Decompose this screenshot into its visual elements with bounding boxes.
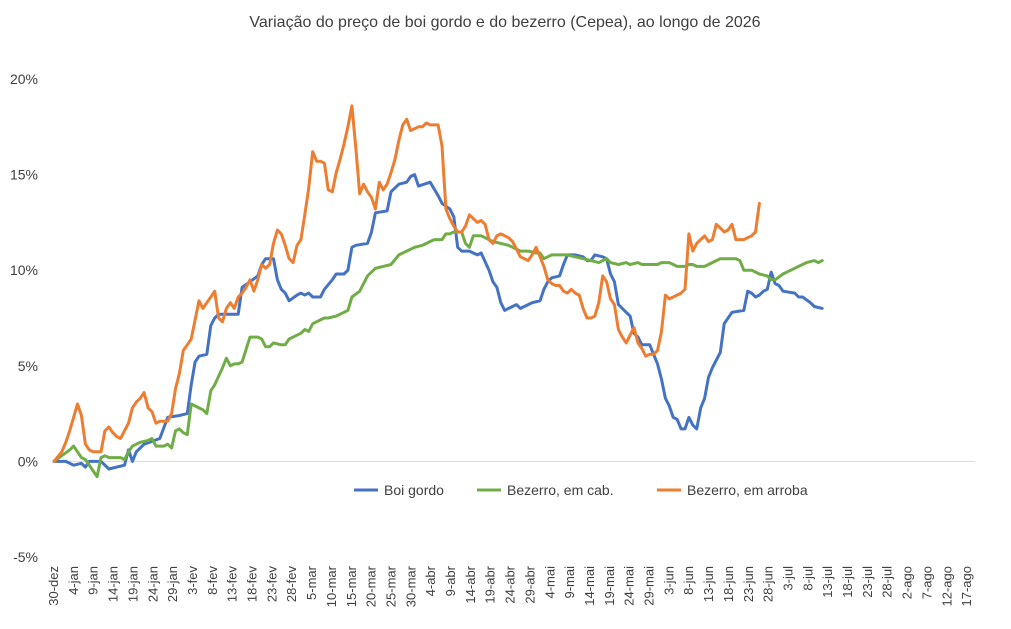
y-tick-label: 0% xyxy=(18,453,38,469)
x-tick-label: 8-jul xyxy=(800,566,815,591)
x-tick-label: 4-abr xyxy=(423,565,438,596)
x-tick-label: 14-abr xyxy=(463,565,478,603)
y-tick-label: 5% xyxy=(18,358,38,374)
x-tick-label: 4-mai xyxy=(542,566,557,599)
x-tick-label: 5-mar xyxy=(304,565,319,600)
x-tick-label: 14-jan xyxy=(106,566,121,602)
x-tick-label: 20-mar xyxy=(364,565,379,607)
x-tick-label: 29-jan xyxy=(165,566,180,602)
series-line-2 xyxy=(52,104,761,463)
x-tick-label: 3-jun xyxy=(661,566,676,595)
x-tick-label: 18-jun xyxy=(721,566,736,602)
x-tick-label: 8-fev xyxy=(205,566,220,595)
y-tick-label: 20% xyxy=(10,71,38,87)
x-tick-label: 2-ago xyxy=(900,566,915,599)
x-tick-label: 13-jun xyxy=(701,566,716,602)
x-tick-label: 9-jan xyxy=(86,566,101,595)
x-tick-label: 28-jun xyxy=(761,566,776,602)
x-tick-label: 17-ago xyxy=(959,566,974,606)
x-tick-label: 3-fev xyxy=(185,566,200,595)
series-line-1 xyxy=(52,230,824,479)
x-tick-label: 30-dez xyxy=(46,566,61,606)
x-tick-label: 7-ago xyxy=(919,566,934,599)
x-tick-label: 24-abr xyxy=(503,565,518,603)
series-line-0 xyxy=(52,173,824,471)
x-tick-label: 9-abr xyxy=(443,565,458,596)
y-tick-label: 10% xyxy=(10,262,38,278)
x-tick-label: 19-jan xyxy=(125,566,140,602)
legend-label: Boi gordo xyxy=(384,482,444,498)
x-tick-label: 29-mai xyxy=(642,566,657,606)
x-tick-label: 12-ago xyxy=(939,566,954,606)
x-tick-label: 23-jul xyxy=(860,566,875,598)
x-tick-label: 28-fev xyxy=(284,566,299,603)
x-tick-label: 19-mai xyxy=(602,566,617,606)
x-tick-label: 29-abr xyxy=(522,565,537,603)
y-axis-ticks: -5% 0% 5% 10% 15% 20% xyxy=(10,71,38,565)
x-tick-label: 14-mai xyxy=(582,566,597,606)
chart-title: Variação do preço de boi gordo e do beze… xyxy=(249,14,760,31)
x-tick-label: 13-jul xyxy=(820,566,835,598)
x-tick-label: 10-mar xyxy=(324,565,339,607)
y-tick-label: -5% xyxy=(13,549,38,565)
x-tick-label: 24-jan xyxy=(145,566,160,602)
x-tick-label: 24-mai xyxy=(622,566,637,606)
legend: Boi gordo Bezerro, em cab. Bezerro, em arr… xyxy=(354,482,808,498)
series-lines xyxy=(52,104,824,479)
x-tick-label: 25-mar xyxy=(384,565,399,607)
x-tick-label: 15-mar xyxy=(344,565,359,607)
legend-label: Bezerro, em cab. xyxy=(507,482,614,498)
x-tick-label: 8-jun xyxy=(681,566,696,595)
legend-label: Bezerro, em arroba xyxy=(687,482,808,498)
x-tick-label: 4-jan xyxy=(66,566,81,595)
x-tick-label: 23-fev xyxy=(264,566,279,603)
x-tick-label: 19-abr xyxy=(483,565,498,603)
x-tick-label: 13-fev xyxy=(225,566,240,603)
x-tick-label: 18-jul xyxy=(840,566,855,598)
x-tick-label: 23-jun xyxy=(741,566,756,602)
x-axis-ticks: 30-dez 4-jan 9-jan 14-jan 19-jan 24-jan 29-jan… xyxy=(46,565,974,607)
x-tick-label: 3-jul xyxy=(781,566,796,591)
x-tick-label: 9-mai xyxy=(562,566,577,599)
y-tick-label: 15% xyxy=(10,167,38,183)
x-tick-label: 18-fev xyxy=(245,566,260,603)
x-tick-label: 30-mar xyxy=(403,565,418,607)
x-tick-label: 28-jul xyxy=(880,566,895,598)
